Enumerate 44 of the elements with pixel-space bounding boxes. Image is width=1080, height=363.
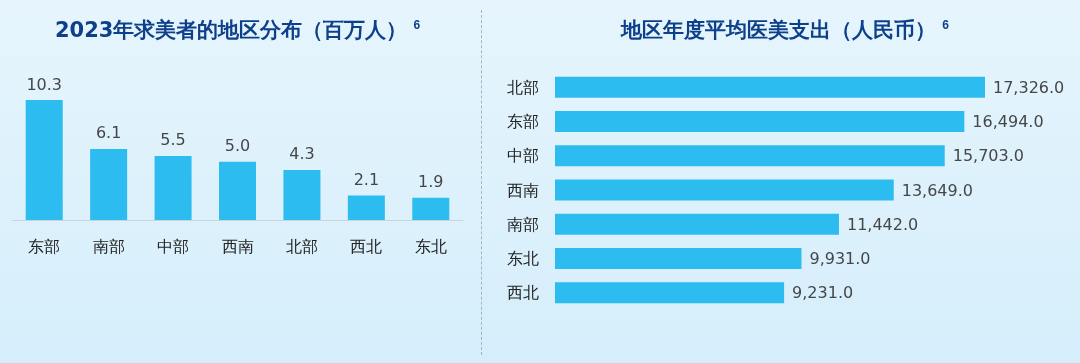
x-tick-label: 中部 <box>157 236 190 256</box>
data-label: 15,703.0 <box>952 146 1024 166</box>
x-tick-label: 南部 <box>92 236 125 256</box>
data-label: 1.9 <box>418 172 444 192</box>
data-label: 2.1 <box>353 170 380 190</box>
chart-title: 地区年度平均医美支出（人民币）6 <box>620 18 950 42</box>
data-label: 9,931.0 <box>809 249 871 269</box>
data-label: 9,231.0 <box>792 283 854 303</box>
data-label: 11,442.0 <box>846 214 919 234</box>
bar <box>412 197 450 220</box>
data-label: 10.3 <box>26 74 63 94</box>
data-label: 6.1 <box>95 123 122 143</box>
bar <box>555 110 965 132</box>
y-tick-label: 西北 <box>507 283 539 303</box>
bar <box>555 179 894 201</box>
bar <box>283 169 321 220</box>
bar <box>555 213 839 235</box>
bar <box>555 282 785 304</box>
bar <box>555 76 985 98</box>
bar <box>154 155 192 220</box>
bar <box>90 148 128 220</box>
y-tick-label: 中部 <box>507 146 539 166</box>
data-label: 4.3 <box>289 144 315 164</box>
x-tick-label: 北部 <box>285 236 318 256</box>
data-label: 5.5 <box>160 130 186 150</box>
y-tick-label: 东部 <box>507 111 539 131</box>
bar <box>219 161 256 220</box>
bar <box>347 195 385 220</box>
y-tick-label: 南部 <box>507 214 539 234</box>
y-tick-label: 东北 <box>507 249 539 269</box>
x-tick-label: 东北 <box>414 236 447 256</box>
bar <box>25 100 63 220</box>
x-tick-label: 西南 <box>221 236 254 256</box>
x-tick-label: 东部 <box>28 236 61 256</box>
data-label: 17,326.0 <box>993 77 1065 97</box>
y-tick-label: 北部 <box>507 77 539 97</box>
x-tick-label: 西北 <box>350 236 383 256</box>
data-label: 13,649.0 <box>901 180 973 200</box>
bar <box>555 145 945 167</box>
data-label: 16,494.0 <box>972 111 1044 131</box>
bar <box>555 248 802 270</box>
y-tick-label: 西南 <box>507 180 539 200</box>
chart-title: 2023年求美者的地区分布（百万人）6 <box>54 18 421 42</box>
data-label: 5.0 <box>224 136 251 156</box>
